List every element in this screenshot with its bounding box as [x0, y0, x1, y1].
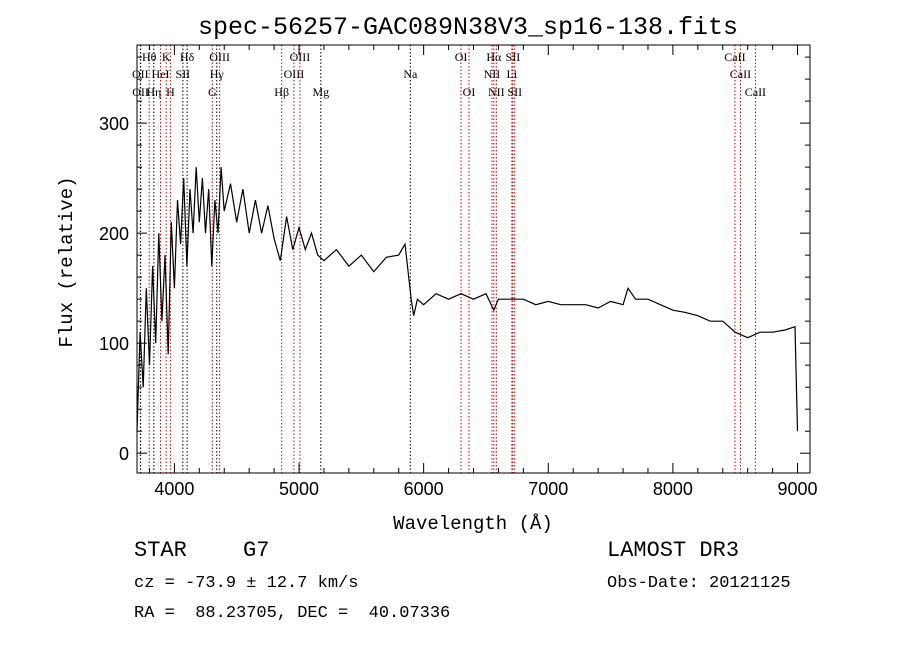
spectral-line-label: Hγ — [210, 67, 225, 81]
spectral-line-label: G — [208, 85, 217, 99]
spectral-line-label: CaII — [745, 85, 766, 99]
x-tick-label: 8000 — [653, 479, 693, 499]
spectral-line-label: Hη — [146, 85, 161, 99]
spectral-line-label: NII — [484, 67, 501, 81]
spectral-line-label: Mg — [312, 85, 329, 99]
spectral-line-label: OIII — [290, 50, 311, 64]
spectral-line-label: OI — [463, 85, 476, 99]
spectral-line-label: SII — [507, 85, 522, 99]
spectral-line-label: OIII — [209, 50, 230, 64]
y-tick-label: 300 — [99, 114, 129, 134]
subclass: G7 — [243, 538, 270, 563]
spectral-line-label: HeI — [152, 67, 170, 81]
x-tick-label: 4000 — [154, 479, 194, 499]
y-tick-label: 100 — [99, 334, 129, 354]
redshift-cz: cz = -73.9 ± 12.7 km/s — [134, 574, 359, 593]
spectral-line-label: Li — [507, 67, 518, 81]
spectral-line-label: Hδ — [180, 50, 195, 64]
x-tick-label: 5000 — [279, 479, 319, 499]
spectral-line-label: Na — [403, 67, 418, 81]
obs-date: Obs-Date: 20121125 — [607, 574, 791, 593]
x-tick-label: 9000 — [778, 479, 818, 499]
x-axis-label: Wavelength (Å) — [393, 513, 553, 535]
survey-name: LAMOST DR3 — [607, 538, 740, 563]
spectral-line-label: OII — [132, 85, 149, 99]
x-tick-label: 7000 — [528, 479, 568, 499]
spectral-line-label: Hα — [486, 50, 502, 64]
y-axis-label: Flux (relative) — [56, 176, 78, 347]
spectral-line-label: K — [162, 50, 171, 64]
spectral-line-label: NII — [488, 85, 505, 99]
spectral-line-label: OI — [455, 50, 468, 64]
spectral-line-label: OIII — [284, 67, 305, 81]
spectral-line-label: Hθ — [142, 50, 157, 64]
y-tick-label: 0 — [119, 444, 129, 464]
spectral-line-label: OII — [132, 67, 149, 81]
spectral-line-label: H — [166, 85, 175, 99]
coordinates: RA = 88.23705, DEC = 40.07336 — [134, 604, 451, 623]
object-class: STAR — [134, 538, 187, 563]
y-tick-label: 200 — [99, 224, 129, 244]
spectral-line-label: Hβ — [274, 85, 289, 99]
x-tick-label: 6000 — [404, 479, 444, 499]
chart-title: spec-56257-GAC089N38V3_sp16-138.fits — [198, 13, 738, 42]
spectral-line-label: CaII — [730, 67, 751, 81]
spectral-line-label: SII — [176, 67, 191, 81]
plot-frame — [136, 44, 811, 474]
spectral-line-label: CaII — [724, 50, 745, 64]
spectral-line-label: SII — [506, 50, 521, 64]
spectrum-line — [136, 167, 799, 432]
